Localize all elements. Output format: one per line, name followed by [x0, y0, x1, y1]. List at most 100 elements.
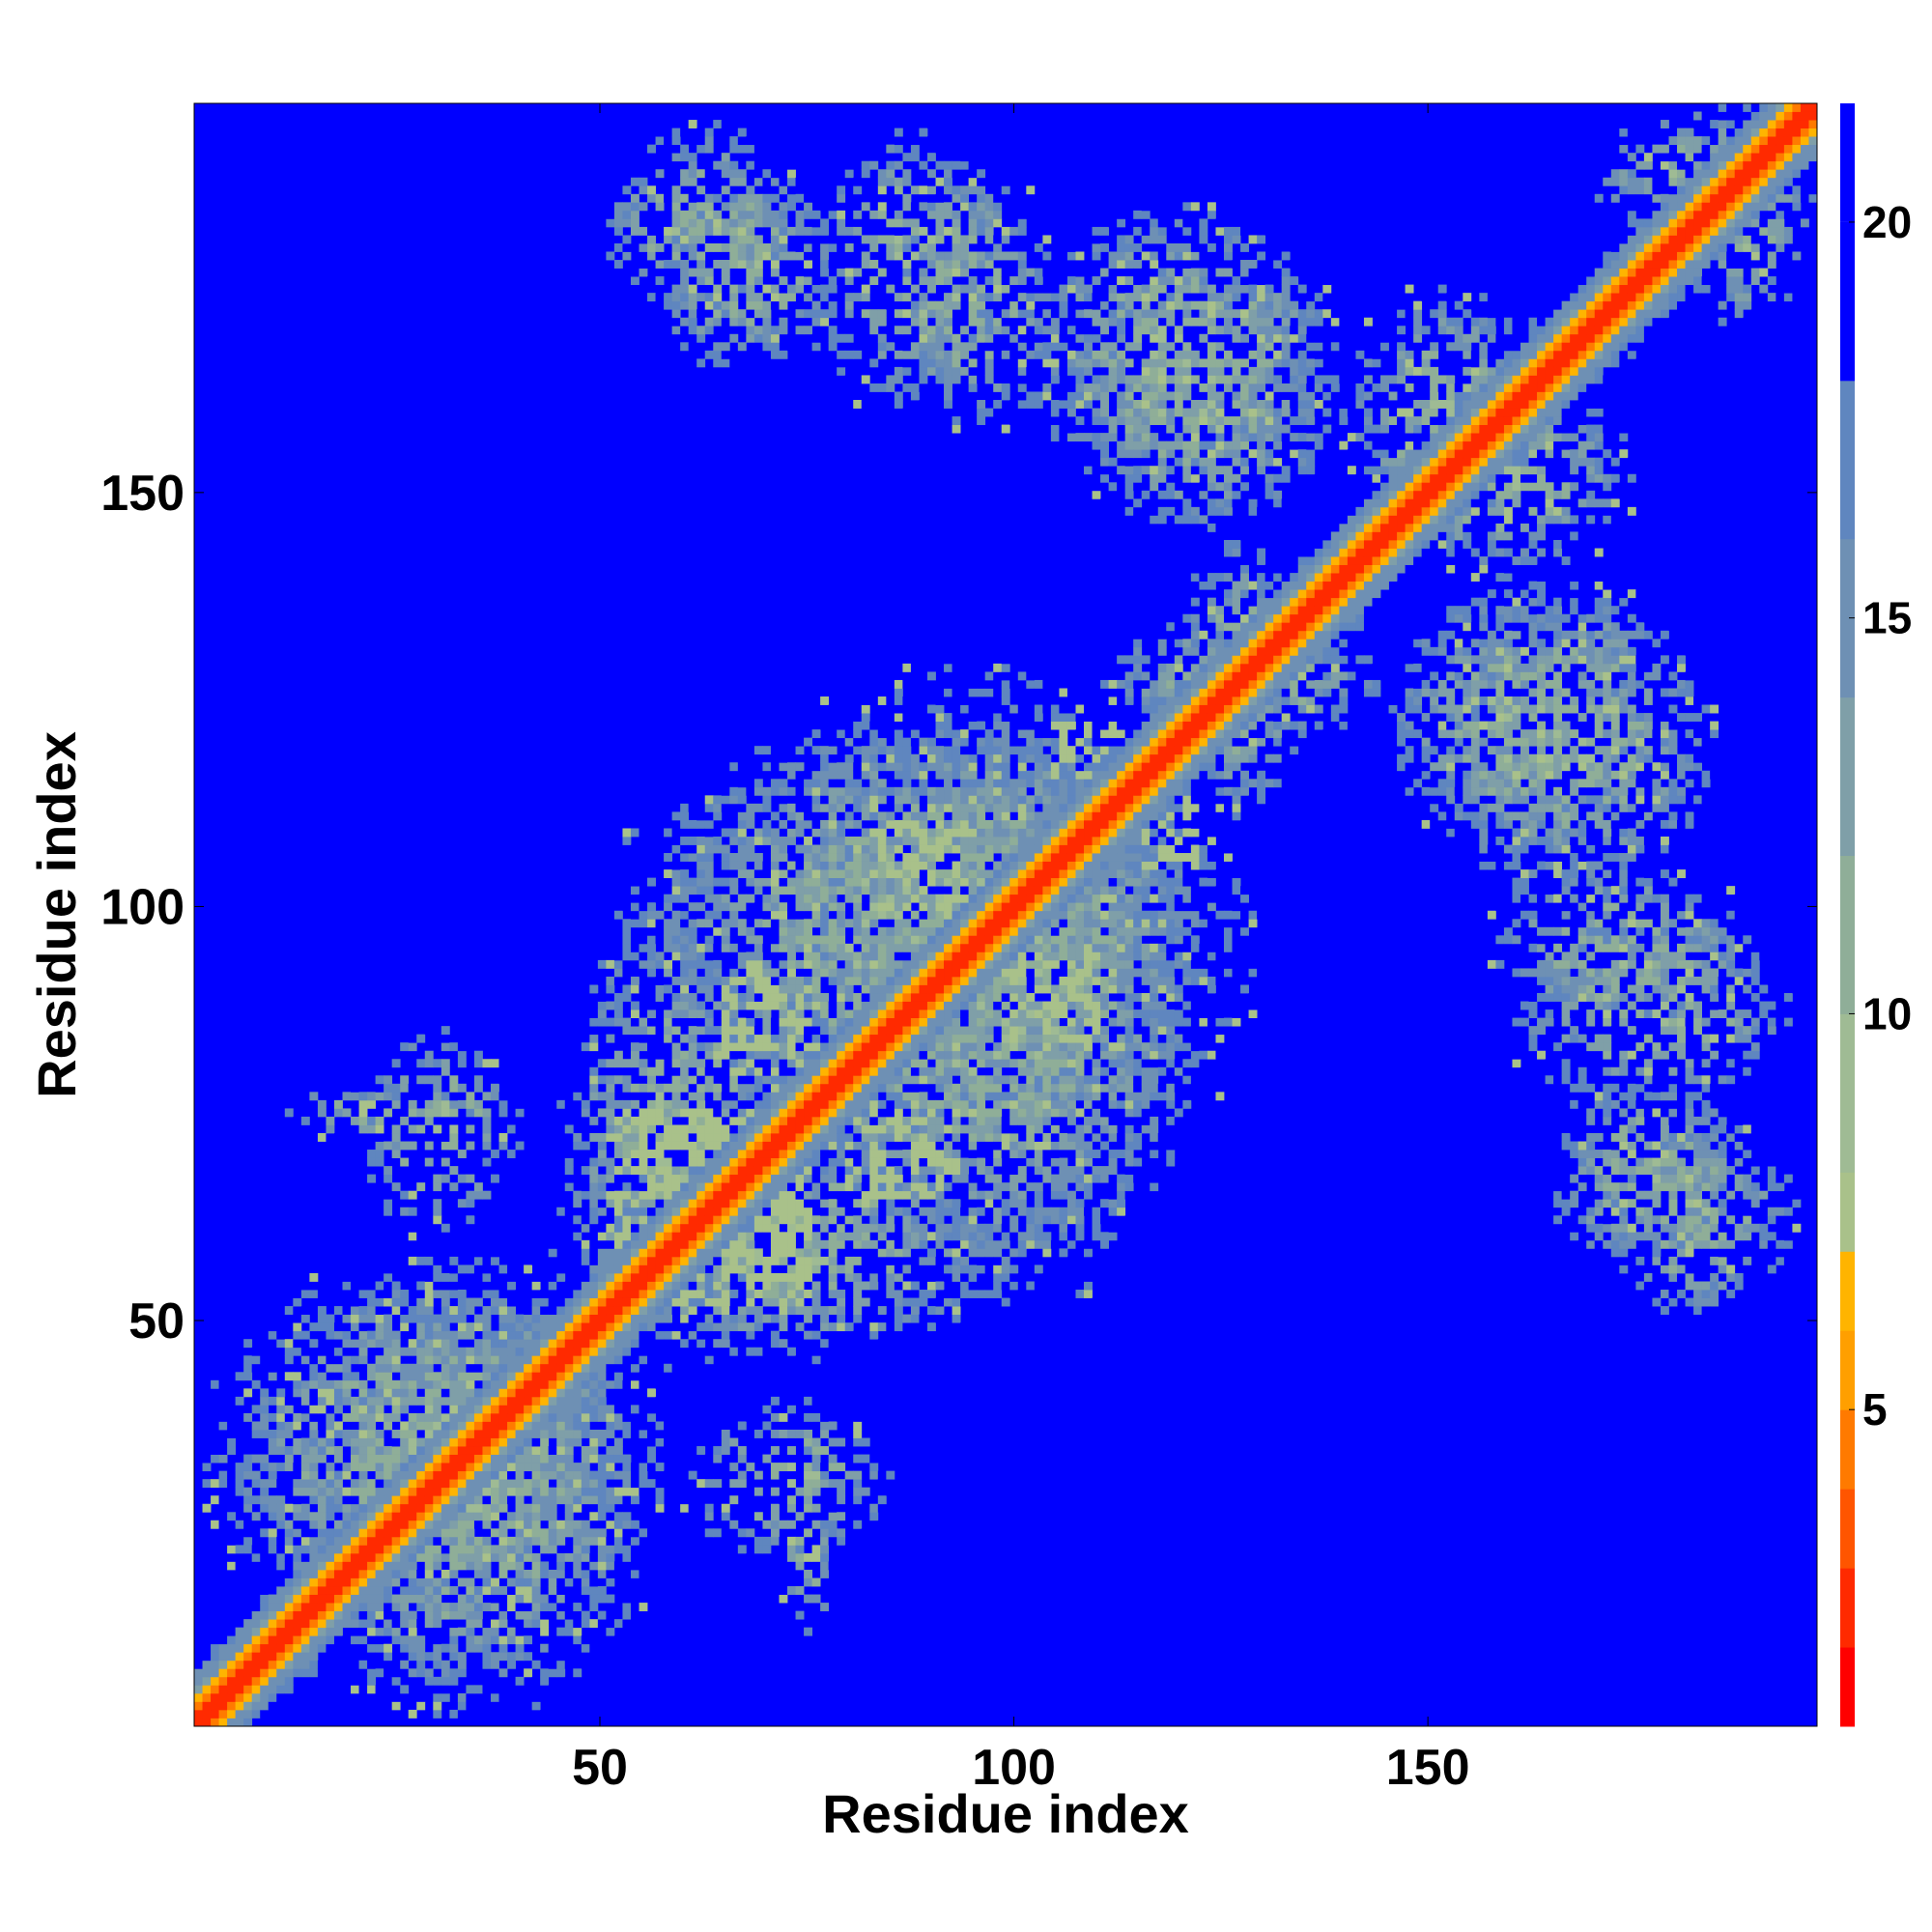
heatmap-cell [235, 1685, 244, 1694]
heatmap-cell [260, 1545, 270, 1554]
heatmap-cell [713, 943, 723, 952]
heatmap-cell [779, 1042, 788, 1052]
heatmap-cell [721, 877, 730, 887]
heatmap-cell [696, 1059, 706, 1068]
heatmap-cell [391, 1330, 401, 1340]
heatmap-cell [515, 1463, 525, 1472]
heatmap-cell [342, 1281, 352, 1291]
heatmap-cell [655, 218, 665, 228]
heatmap-cell [680, 1322, 690, 1332]
heatmap-cell [293, 1495, 302, 1505]
heatmap-cell [647, 1190, 656, 1200]
heatmap-cell [515, 1454, 525, 1463]
heatmap-cell [770, 1314, 780, 1323]
heatmap-cell [828, 1536, 838, 1546]
heatmap-cell [491, 1437, 499, 1447]
heatmap-cell [581, 1388, 590, 1398]
heatmap-cell [589, 1405, 599, 1414]
heatmap-cell [317, 1290, 327, 1298]
heatmap-cell [820, 993, 830, 1002]
heatmap-cell [597, 1272, 607, 1282]
heatmap-cell [820, 260, 830, 269]
heatmap-cell [828, 210, 838, 219]
heatmap-cell [498, 1429, 508, 1438]
heatmap-cell [804, 779, 812, 788]
heatmap-cell [384, 1281, 393, 1291]
heatmap-cell [647, 1150, 656, 1158]
heatmap-cell [762, 819, 772, 829]
heatmap-cell [243, 1355, 253, 1365]
heatmap-cell [597, 1207, 607, 1216]
heatmap-cell [597, 935, 607, 945]
heatmap-cell [367, 1150, 377, 1158]
heatmap-cell [753, 242, 763, 252]
heatmap-cell [440, 1479, 450, 1489]
heatmap-cell [333, 1396, 343, 1406]
heatmap-cell [704, 844, 714, 854]
heatmap-cell [482, 1512, 492, 1521]
heatmap-cell [820, 1603, 830, 1612]
heatmap-cell [556, 1290, 566, 1298]
heatmap-cell [284, 1594, 294, 1604]
heatmap-cell [696, 1207, 706, 1216]
heatmap-cell [548, 1701, 557, 1711]
heatmap-cell [737, 737, 747, 747]
heatmap-cell [515, 1652, 525, 1662]
heatmap-cell [737, 976, 747, 985]
heatmap-cell [581, 1412, 590, 1422]
heatmap-cell [540, 1322, 550, 1332]
heatmap-cell [804, 1248, 812, 1258]
heatmap-cell [837, 1207, 846, 1216]
heatmap-cell [671, 242, 681, 252]
heatmap-cell [606, 1470, 615, 1480]
heatmap-cell [375, 1668, 384, 1678]
heatmap-cell [729, 1092, 739, 1101]
heatmap-cell [507, 1487, 516, 1496]
heatmap-cell [473, 1339, 483, 1349]
heatmap-cell [498, 1059, 508, 1068]
heatmap-cell [746, 1150, 755, 1158]
heatmap-cell [737, 861, 747, 870]
heatmap-cell [647, 943, 656, 952]
heatmap-cell [531, 1388, 541, 1398]
heatmap-cell [737, 1256, 747, 1265]
heatmap-cell [440, 1322, 450, 1332]
heatmap-cell [804, 993, 812, 1002]
heatmap-cell [391, 1429, 401, 1438]
heatmap-cell [391, 1470, 401, 1480]
heatmap-cell [804, 894, 812, 903]
heatmap-cell [573, 1355, 582, 1365]
heatmap-cell [564, 1405, 574, 1414]
heatmap-cell [704, 919, 714, 928]
heatmap-cell [424, 1141, 434, 1151]
heatmap-cell [317, 1660, 327, 1669]
heatmap-cell [721, 1050, 730, 1060]
heatmap-cell [655, 1166, 665, 1176]
heatmap-cell [606, 202, 615, 212]
heatmap-cell [531, 1396, 541, 1406]
heatmap-cell [531, 1297, 541, 1307]
heatmap-cell [211, 1676, 219, 1686]
heatmap-cell [746, 226, 755, 236]
heatmap-cell [515, 1355, 525, 1365]
heatmap-cell [218, 1603, 228, 1612]
heatmap-cell [433, 1627, 442, 1636]
heatmap-cell [449, 1355, 459, 1365]
heatmap-cell [375, 1536, 384, 1546]
heatmap-cell [704, 968, 714, 978]
heatmap-cell [358, 1528, 368, 1538]
heatmap-cell [606, 1363, 615, 1373]
heatmap-cell [367, 1479, 377, 1489]
heatmap-cell [408, 1594, 417, 1604]
heatmap-cell [589, 1454, 599, 1463]
heatmap-cell [664, 144, 673, 154]
heatmap-cell [647, 309, 656, 319]
heatmap-cell [449, 1083, 459, 1093]
heatmap-cell [820, 1026, 830, 1036]
heatmap-cell [317, 1372, 327, 1381]
heatmap-cell [804, 293, 812, 302]
heatmap-cell [375, 1437, 384, 1447]
heatmap-cell [466, 1232, 475, 1241]
heatmap-cell [540, 1363, 550, 1373]
heatmap-cell [639, 1528, 648, 1538]
